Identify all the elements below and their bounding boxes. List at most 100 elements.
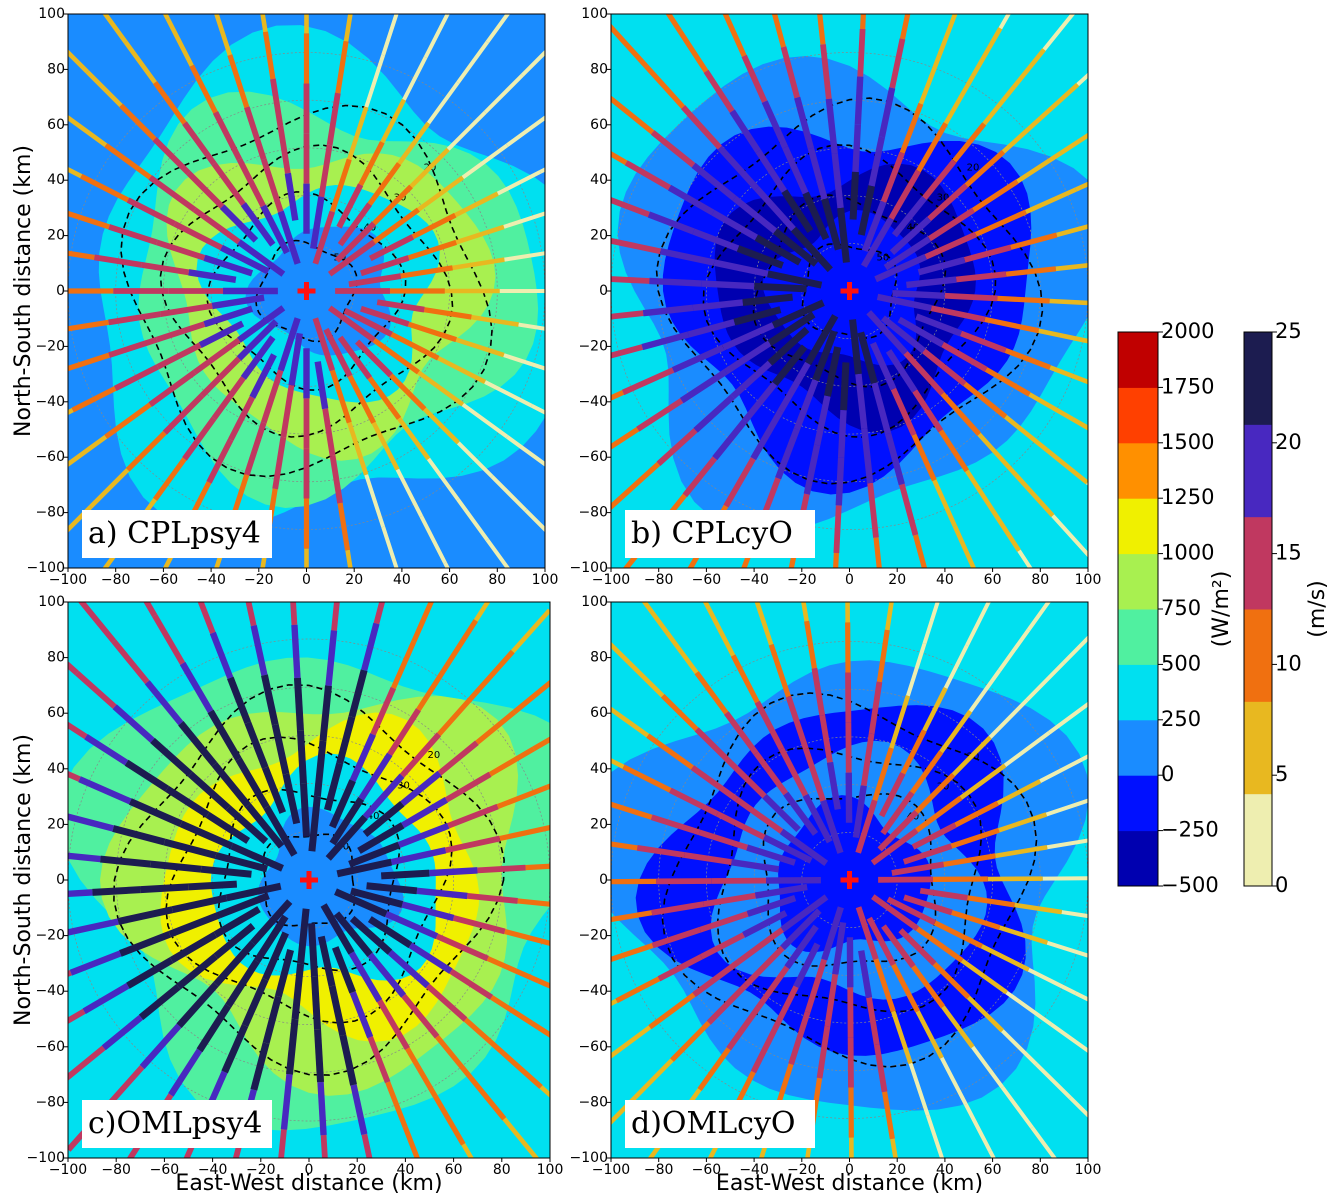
wind-vector — [475, 710, 516, 745]
wind-vector — [188, 269, 237, 283]
wind-vector — [782, 146, 809, 195]
wind-vector — [384, 911, 439, 940]
wind-vector — [690, 765, 739, 802]
wind-vector — [426, 81, 460, 125]
wind-vector — [927, 207, 975, 242]
wind-vector — [387, 949, 430, 989]
wind-vector — [952, 525, 977, 568]
wind-vector — [735, 797, 784, 834]
wind-vector — [148, 175, 197, 213]
y-tick-label: 80 — [47, 650, 65, 666]
wind-vector — [890, 1010, 913, 1065]
wind-vector — [284, 172, 299, 221]
wind-vector — [189, 64, 218, 114]
wind-vector — [997, 628, 1031, 672]
wind-vector — [333, 911, 373, 957]
wind-vector — [793, 942, 821, 989]
wind-vector — [461, 1143, 474, 1158]
wind-vector — [771, 344, 808, 387]
wind-vector — [736, 927, 785, 965]
wind-vector — [891, 963, 920, 1013]
wind-vector — [925, 1114, 945, 1158]
wind-vector — [703, 69, 735, 113]
wind-vector — [1004, 414, 1048, 452]
x-tick-label: 60 — [984, 572, 1002, 588]
wind-vector — [325, 814, 368, 861]
wind-vector — [220, 244, 270, 275]
wind-vector — [773, 228, 819, 267]
wind-vector — [501, 1051, 543, 1089]
wind-vector — [1106, 258, 1156, 263]
wind-vector — [314, 361, 329, 410]
wind-vector — [881, 924, 916, 969]
wind-vector — [971, 1045, 1004, 1089]
wind-vector — [552, 81, 596, 113]
wind-vector — [364, 474, 386, 528]
wind-vector — [1017, 549, 1033, 568]
wind-vector — [444, 835, 501, 854]
wind-vector — [126, 197, 177, 227]
wind-vector — [249, 353, 277, 399]
wind-vector — [545, 276, 597, 279]
wind-vector — [456, 40, 489, 84]
wind-vector — [461, 402, 509, 439]
wind-vector — [659, 248, 715, 266]
wind-vector — [939, 709, 973, 754]
wind-vector — [473, 649, 515, 695]
wind-vector — [1156, 926, 1203, 933]
wind-vector — [866, 997, 880, 1046]
wind-vector — [1034, 1062, 1072, 1100]
wind-vector — [456, 498, 489, 542]
wind-vector — [322, 408, 336, 457]
wind-vector — [679, 369, 728, 404]
panel-label: c)OMLpsy4 — [88, 1106, 262, 1141]
wind-vector — [852, 124, 862, 173]
wind-vector — [1143, 973, 1191, 988]
wind-vector — [355, 339, 393, 378]
x-tick-label: 20 — [888, 572, 906, 588]
wind-vector — [785, 695, 809, 750]
wind-vector — [124, 759, 169, 792]
x-tick-label: 80 — [1031, 1162, 1049, 1178]
wind-vector — [297, 908, 310, 965]
wind-vector — [880, 791, 915, 836]
wind-vector — [68, 770, 81, 782]
wind-vector — [68, 166, 83, 179]
wind-vector — [367, 376, 402, 420]
colorbar-tick-label: −500 — [1161, 873, 1219, 897]
wind-vector — [196, 1003, 232, 1053]
wind-vector — [777, 361, 811, 413]
wind-vector — [148, 369, 197, 407]
colorbar-tick-label: 1500 — [1161, 430, 1214, 454]
colorbar-band — [1244, 516, 1272, 610]
wind-vector — [176, 953, 218, 990]
wind-vector — [171, 894, 228, 914]
wind-vector — [336, 183, 364, 229]
wind-vector — [940, 391, 982, 437]
wind-vector — [395, 468, 424, 518]
wind-vector — [754, 883, 808, 899]
wind-vector — [245, 602, 257, 627]
wind-vector — [855, 906, 879, 961]
wind-vector — [671, 344, 725, 373]
colorbar-label: (W/m²) — [1209, 571, 1234, 648]
wind-vector — [1071, 417, 1088, 431]
wind-vector — [277, 210, 301, 265]
wind-vector — [778, 747, 809, 797]
wind-vector — [984, 367, 1031, 397]
wind-vector — [278, 1129, 287, 1158]
wind-vector — [995, 844, 1048, 859]
x-tick-label: 20 — [348, 1162, 366, 1178]
wind-vector — [511, 608, 550, 654]
wind-vector — [955, 271, 1007, 283]
wind-vector — [650, 814, 701, 836]
wind-vector — [524, 508, 545, 533]
colorbar-band — [1118, 830, 1158, 887]
wind-vector — [723, 457, 756, 508]
wind-vector — [611, 23, 649, 69]
wind-vector — [385, 1081, 408, 1128]
y-tick-label: −60 — [578, 449, 608, 465]
wind-vector — [840, 362, 850, 411]
wind-vector — [559, 672, 604, 704]
